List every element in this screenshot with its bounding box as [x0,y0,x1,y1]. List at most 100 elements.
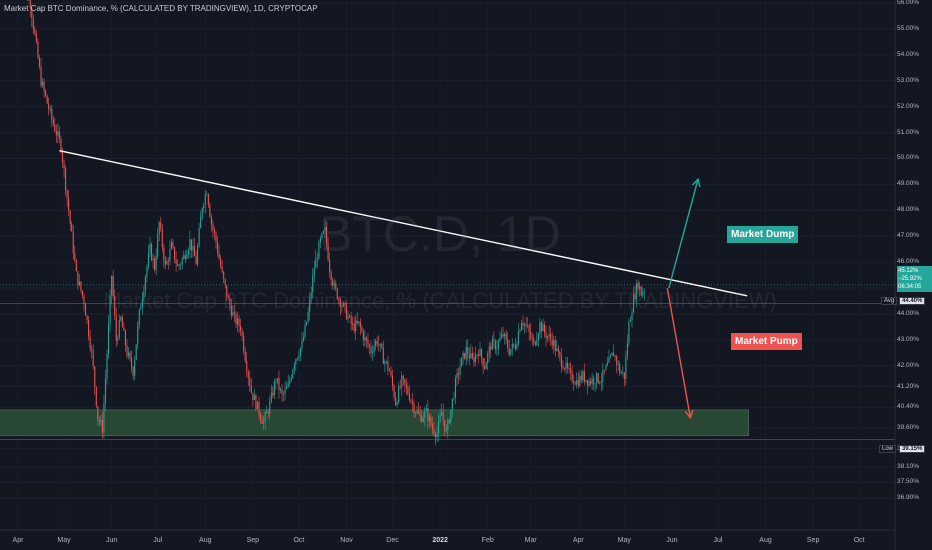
candle-body [241,330,243,336]
candle [149,236,151,258]
candle [350,311,352,331]
candle [444,419,446,437]
candle [547,335,549,343]
candle-body [605,365,607,371]
candle-body [255,395,257,410]
candle [241,327,243,342]
candle-body [325,227,328,244]
candle-body [376,341,378,344]
candle [227,294,229,299]
candle [312,267,314,299]
candle [101,411,103,439]
candle-body [451,398,453,410]
candle [183,250,185,260]
candle [528,323,530,341]
candle-body [324,227,326,232]
candle [586,379,589,395]
candle-body [438,421,440,434]
candle [152,253,154,269]
watermark-description: Market Cap BTC Dominance, % (CALCULATED … [103,288,777,313]
candle-body [511,343,513,350]
candle-body [642,292,644,296]
candle [421,410,423,424]
candle [500,327,503,340]
candle [636,279,638,308]
candle [488,341,490,363]
candle [404,378,406,393]
x-tick-label: Nov [340,537,353,544]
candle [419,405,421,422]
candle-body [238,318,240,326]
x-tick-label: Jun [666,537,678,544]
candle [26,0,28,2]
chart-title: Market Cap BTC Dominance, % (CALCULATED … [4,4,318,13]
candle [464,352,466,361]
trendline [59,150,748,297]
candle-body [507,339,509,348]
candle-body [94,366,96,387]
candle [189,230,191,259]
candle-body [183,255,185,259]
candle [281,384,283,402]
candle [117,334,119,345]
candle [629,316,632,323]
candle-body [339,298,341,307]
candle [275,378,277,391]
candle [390,366,392,378]
candle [138,308,140,330]
candle-body [514,345,516,349]
candle [217,236,219,257]
candle [106,349,108,385]
candle [45,89,47,98]
x-tick-label: Apr [12,537,24,544]
candle [146,264,148,283]
candle-body [453,397,455,399]
candle [112,269,114,300]
candle-body [473,357,475,363]
y-axis[interactable]: 56.00% 55.00% 54.00% 53.00% 52.00% 51.00% 50.0… [895,0,932,550]
candle-body [75,260,77,272]
candle [442,403,444,426]
candle-body [180,264,182,266]
candle [352,316,354,331]
candle-body [461,357,463,367]
candle-body [485,363,487,369]
candle-body [500,334,503,339]
candle [433,422,435,438]
candle [565,356,567,375]
candle [284,381,286,401]
candle-body [524,324,526,326]
candle-body [295,359,297,365]
candle-body [586,380,589,386]
candle-body [54,124,56,132]
candle [124,328,126,352]
candle [487,350,489,371]
candle [594,383,596,392]
candle-body [332,280,334,286]
candle [375,338,377,351]
candle-body [548,334,550,337]
candle-body [636,283,638,299]
candle [516,341,518,351]
candle [88,315,90,341]
candle [143,285,145,302]
candle-body [61,151,64,162]
candle [439,408,441,424]
y-tick-label: 38.10% [897,462,920,470]
arrow-shaft [666,287,692,418]
candle [479,342,481,357]
candle [579,370,581,387]
x-tick-label: May [617,537,631,544]
candle-body [92,350,94,367]
candle-body [74,253,76,261]
candle-body [450,409,452,423]
candle [367,333,369,349]
candle [272,386,274,399]
candle [536,331,538,347]
candle [229,294,231,311]
candle-body [487,353,489,364]
candle [408,385,410,403]
candle-body [441,412,443,416]
candle-body [439,415,441,422]
